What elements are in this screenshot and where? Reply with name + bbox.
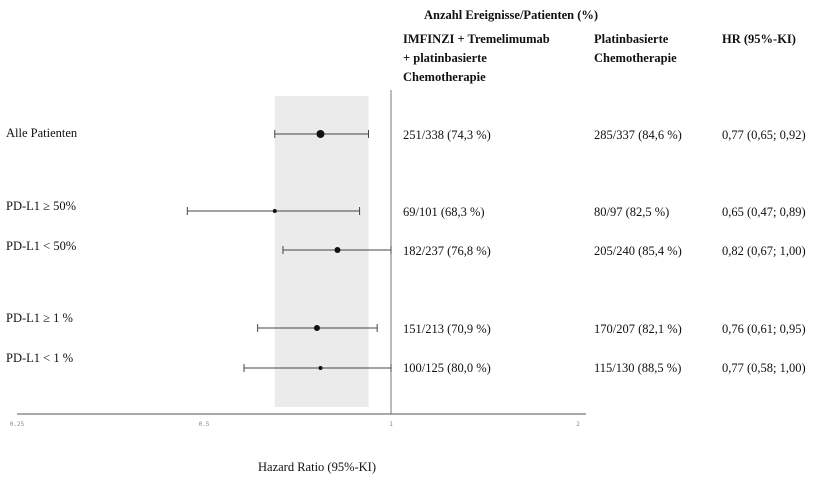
cell-treatment: 251/338 (74,3 %) xyxy=(403,128,491,142)
x-tick-label: 2 xyxy=(576,421,580,428)
hr-point xyxy=(318,366,323,370)
ci-shaded-band xyxy=(274,96,369,407)
group-title: Anzahl Ereignisse/Patienten (%) xyxy=(424,8,599,22)
hr-point xyxy=(334,247,341,253)
row-label: PD-L1 < 1 % xyxy=(6,351,74,365)
cell-control: 170/207 (82,1 %) xyxy=(594,322,682,336)
cell-hr: 0,76 (0,61; 0,95) xyxy=(722,322,806,336)
cell-hr: 0,77 (0,65; 0,92) xyxy=(722,128,806,142)
x-tick-label: 0.25 xyxy=(10,421,25,428)
x-tick-label: 1 xyxy=(389,421,393,428)
x-axis-label: Hazard Ratio (95%-KI) xyxy=(258,460,377,474)
col-hr-header: HR (95%-KI) xyxy=(722,32,796,46)
x-tick-label: 0.5 xyxy=(199,421,210,428)
hr-point xyxy=(316,130,325,138)
cell-hr: 0,77 (0,58; 1,00) xyxy=(722,361,806,375)
hr-point xyxy=(313,325,320,331)
hr-point xyxy=(272,209,277,213)
cell-control: 115/130 (88,5 %) xyxy=(594,361,682,375)
col-treatment-header: IMFINZI + Tremelimumab + platinbasierte … xyxy=(403,32,550,84)
cell-treatment: 100/125 (80,0 %) xyxy=(403,361,491,375)
row-label: Alle Patienten xyxy=(6,126,78,140)
cell-hr: 0,82 (0,67; 1,00) xyxy=(722,244,806,258)
cell-control: 80/97 (82,5 %) xyxy=(594,205,670,219)
cell-control: 285/337 (84,6 %) xyxy=(594,128,682,142)
row-label: PD-L1 ≥ 1 % xyxy=(6,311,73,325)
cell-hr: 0,65 (0,47; 0,89) xyxy=(722,205,806,219)
row-label: PD-L1 ≥ 50% xyxy=(6,199,77,213)
cell-treatment: 69/101 (68,3 %) xyxy=(403,205,485,219)
cell-treatment: 151/213 (70,9 %) xyxy=(403,322,491,336)
cell-control: 205/240 (85,4 %) xyxy=(594,244,682,258)
row-label: PD-L1 < 50% xyxy=(6,239,77,253)
col-control-header: Platinbasierte Chemotherapie xyxy=(594,32,677,65)
cell-treatment: 182/237 (76,8 %) xyxy=(403,244,491,258)
